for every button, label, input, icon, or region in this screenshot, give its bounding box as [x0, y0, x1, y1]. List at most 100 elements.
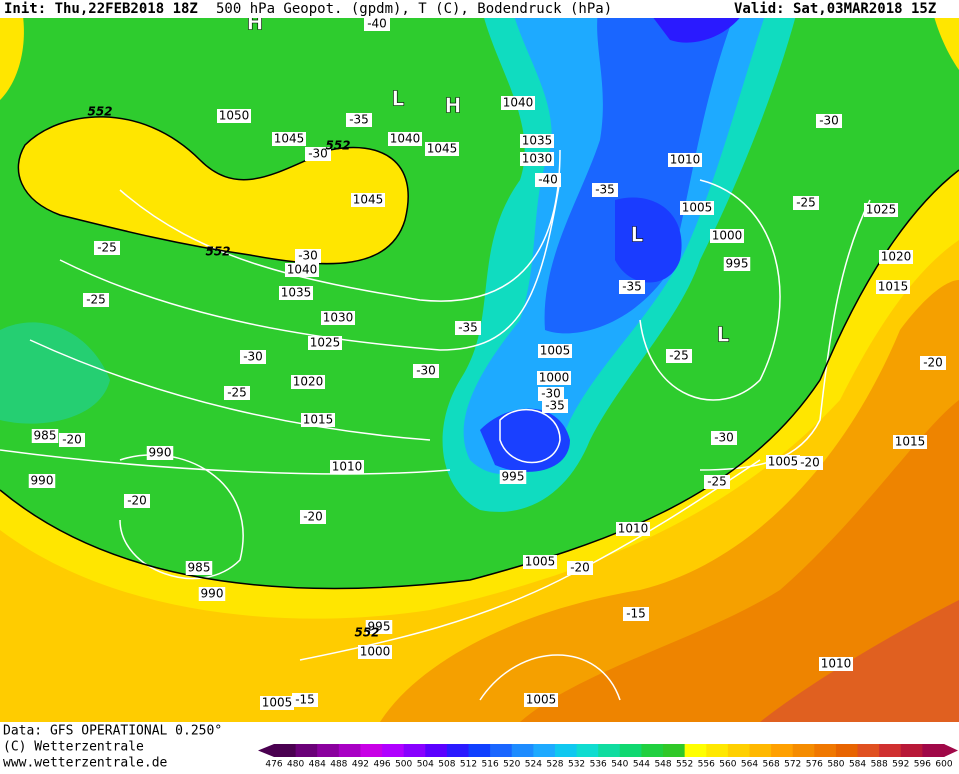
isobar-label: 1025 [866, 203, 897, 217]
isobar-label-box [388, 132, 422, 146]
isobar-label-box [146, 446, 174, 460]
isobar-label: 990 [201, 587, 224, 601]
colorbar-tick-label: 512 [460, 760, 477, 770]
isobar-label: 990 [31, 474, 54, 488]
temperature-label: -20 [62, 433, 82, 447]
colorbar-right-arrow [944, 744, 958, 757]
map-background [0, 0, 959, 722]
temperature-label: -30 [243, 350, 263, 364]
isobar-label: 995 [368, 620, 391, 634]
colorbar-tick-label: 544 [633, 760, 650, 770]
colorbar: 476 480 484 488 492 496 500 504 508 512 516 520 524 5… [258, 744, 958, 770]
isobar-label-box [272, 132, 306, 146]
colorbar-tick-label: 564 [741, 760, 758, 770]
temperature-label: -35 [622, 280, 642, 294]
temperature-label-box [224, 386, 250, 400]
temperature-label: -30 [714, 431, 734, 445]
contour-552-label: 552 [325, 139, 350, 153]
colorbar-tick-label: 508 [438, 760, 455, 770]
colorbar-tick-label: 560 [719, 760, 736, 770]
isobar-label-box [285, 263, 319, 277]
colorbar-swatch [814, 744, 837, 757]
colorbar-tick-label: 492 [352, 760, 369, 770]
colorbar-swatch [295, 744, 318, 757]
temperature-label: -30 [298, 249, 318, 263]
isobar-label: 1005 [525, 555, 556, 569]
colorbar-swatch [619, 744, 642, 757]
colorbar-swatch [879, 744, 902, 757]
temperature-label-box [83, 293, 109, 307]
pressure-center: L [631, 223, 644, 247]
isobar-label-box [260, 696, 294, 710]
temperature-label-box [59, 433, 85, 447]
colorbar-tick-label: 556 [698, 760, 715, 770]
colorbar-tick-label: 516 [482, 760, 499, 770]
isobar-label-box [537, 371, 571, 385]
isobar-label-box [198, 587, 226, 601]
temperature-label-box [623, 607, 649, 621]
colorbar-swatch [338, 744, 361, 757]
colorbar-swatch [641, 744, 664, 757]
colorbar-tick-label: 592 [892, 760, 909, 770]
isobar-label-box [321, 311, 355, 325]
colorbar-swatch [663, 744, 686, 757]
colorbar-tick-label: 600 [935, 760, 952, 770]
temperature-label: -15 [295, 693, 315, 707]
colorbar-tick-label: 584 [849, 760, 866, 770]
isobar-label: 985 [34, 429, 57, 443]
temperature-label-box [124, 494, 150, 508]
isobar-label: 1010 [618, 522, 649, 536]
temperature-label-box [300, 510, 326, 524]
temperature-label: -20 [303, 510, 323, 524]
colorbar-tick-label: 480 [287, 760, 304, 770]
temperature-label: -35 [349, 113, 369, 127]
colorbar-tick-label: 580 [827, 760, 844, 770]
temperature-label-box [797, 456, 823, 470]
isobar-label: 995 [502, 470, 525, 484]
isobar-label: 1040 [503, 96, 534, 110]
map-labels: 1050 1045 1040 1045 1045 1040 1035 1030 1025 1020… [28, 10, 946, 710]
temperature-label-box [816, 114, 842, 128]
colorbar-tick-label: 532 [568, 760, 585, 770]
temperature-label: -40 [538, 173, 558, 187]
pressure-center: H [445, 94, 462, 118]
copyright: (C) Wetterzentrale [3, 740, 144, 755]
temperature-label-box [94, 241, 120, 255]
isobar-label: 1010 [332, 460, 363, 474]
temperature-label: -30 [541, 387, 561, 401]
isobar-label-box [279, 286, 313, 300]
isobar-label-box [680, 201, 714, 215]
temperature-label-box [295, 249, 321, 263]
colorbar-tick-label: 552 [676, 760, 693, 770]
isobar-label: 1030 [323, 311, 354, 325]
isobar-label-box [876, 280, 910, 294]
colorbar-swatch [749, 744, 772, 757]
temperature-label-box [704, 475, 730, 489]
isobar-label: 1015 [878, 280, 909, 294]
temperature-label-box [542, 399, 568, 413]
map-title: 500 hPa Geopot. (gpdm), T (C), Bodendruc… [216, 1, 612, 17]
temperature-label: -25 [669, 349, 689, 363]
isobar-label: 1035 [522, 134, 553, 148]
colorbar-tick-label: 536 [590, 760, 607, 770]
isobar-label-box [330, 460, 364, 474]
colorbar-tick-label: 596 [914, 760, 931, 770]
isobar-label: 985 [188, 561, 211, 575]
temperature-label-box [666, 349, 692, 363]
colorbar-tick-label: 484 [309, 760, 326, 770]
isobar-label-box [31, 429, 59, 443]
colorbar-swatch [425, 744, 448, 757]
temperature-label-box [920, 356, 946, 370]
colorbar-swatch [382, 744, 405, 757]
temperature-label-box [711, 431, 737, 445]
isobar-label: 1005 [526, 693, 557, 707]
temperature-label-box [292, 693, 318, 707]
isobar-label: 1000 [712, 229, 743, 243]
colorbar-tick-label: 504 [417, 760, 434, 770]
temperature-label-box [619, 280, 645, 294]
colorbar-swatch [446, 744, 470, 757]
colorbar-tick-label: 576 [806, 760, 823, 770]
temperature-label-box [455, 321, 481, 335]
isobar-label: 1015 [303, 413, 334, 427]
